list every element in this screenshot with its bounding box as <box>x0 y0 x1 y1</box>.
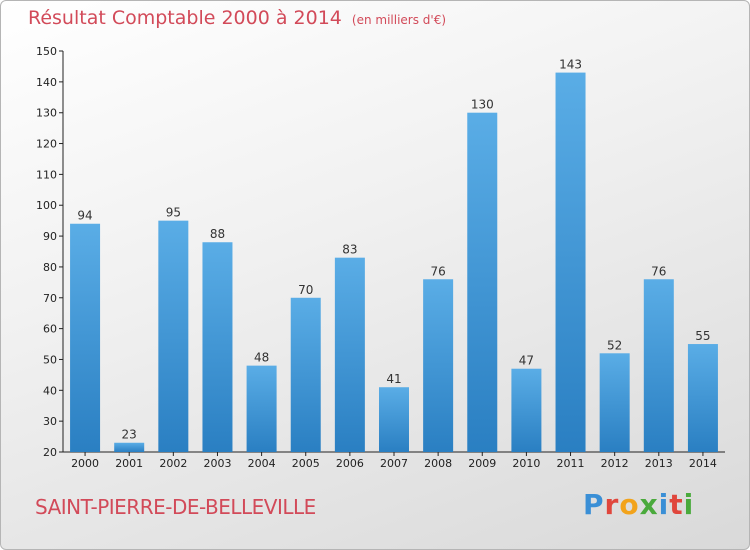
bar-2011 <box>555 72 586 452</box>
x-tick-label-2006: 2006 <box>336 457 364 470</box>
bar-2005 <box>290 297 321 452</box>
data-label-2003: 88 <box>210 227 225 241</box>
data-label-2009: 130 <box>471 98 494 112</box>
logo-letter: o <box>619 488 640 521</box>
y-tick-label: 30 <box>43 415 57 428</box>
data-label-2007: 41 <box>386 372 401 386</box>
x-tick-label-2009: 2009 <box>468 457 496 470</box>
bar-2006 <box>334 257 365 452</box>
logo-letter: P <box>583 488 605 521</box>
data-label-2005: 70 <box>298 283 313 297</box>
y-tick-label: 40 <box>43 384 57 397</box>
bar-2010 <box>511 368 542 452</box>
x-tick-label-2008: 2008 <box>424 457 452 470</box>
y-tick-label: 140 <box>36 76 57 89</box>
y-tick-label: 70 <box>43 292 57 305</box>
data-label-2013: 76 <box>651 264 666 278</box>
data-label-2006: 83 <box>342 243 357 257</box>
town-name: SAINT-PIERRE-DE-BELLEVILLE <box>35 495 316 519</box>
y-tick-label: 150 <box>36 45 57 58</box>
title-row: Résultat Comptable 2000 à 2014 (en millie… <box>28 7 446 29</box>
chart-subtitle: (en milliers d'€) <box>351 13 447 27</box>
x-tick-label-2013: 2013 <box>645 457 673 470</box>
x-tick-label-2012: 2012 <box>601 457 629 470</box>
x-tick-label-2000: 2000 <box>71 457 99 470</box>
y-tick-label: 50 <box>43 353 57 366</box>
x-tick-label-2002: 2002 <box>159 457 187 470</box>
data-label-2004: 48 <box>254 351 269 365</box>
logo-letter: i <box>658 488 670 521</box>
bar-2014 <box>687 344 718 452</box>
data-label-2001: 23 <box>122 428 137 442</box>
data-label-2012: 52 <box>607 338 622 352</box>
bar-2007 <box>379 387 409 452</box>
bar-2001 <box>114 442 145 452</box>
logo-letter: t <box>669 488 684 521</box>
bar-2012 <box>599 353 630 452</box>
y-tick-label: 20 <box>43 446 57 459</box>
x-tick-label-2014: 2014 <box>689 457 717 470</box>
logo-letter: x <box>639 488 659 521</box>
bar-2002 <box>158 220 189 452</box>
x-tick-label-2003: 2003 <box>203 457 231 470</box>
x-tick-label-2007: 2007 <box>380 457 408 470</box>
x-tick-label-2005: 2005 <box>292 457 320 470</box>
y-tick-label: 90 <box>43 230 57 243</box>
x-tick-label-2001: 2001 <box>115 457 143 470</box>
x-tick-label-2010: 2010 <box>512 457 540 470</box>
y-tick-label: 110 <box>36 168 57 181</box>
data-label-2008: 76 <box>430 264 445 278</box>
y-tick-label: 80 <box>43 261 57 274</box>
data-label-2000: 94 <box>77 209 92 223</box>
data-label-2014: 55 <box>695 329 710 343</box>
proxiti-logo[interactable]: Proxiti <box>583 488 694 521</box>
data-label-2011: 143 <box>559 58 582 72</box>
bar-2000 <box>70 223 101 452</box>
data-label-2002: 95 <box>166 206 181 220</box>
y-tick-label: 100 <box>36 199 57 212</box>
y-tick-label: 130 <box>36 107 57 120</box>
x-tick-label-2011: 2011 <box>557 457 585 470</box>
logo-letter: r <box>604 488 620 521</box>
y-tick-label: 120 <box>36 138 57 151</box>
bar-2003 <box>202 242 233 452</box>
bar-2009 <box>467 112 498 452</box>
data-label-2010: 47 <box>519 354 534 368</box>
bars: 94 23 95 88 48 70 83 41 76 130 47 143 52 76 55 <box>70 58 718 452</box>
y-tick-label: 60 <box>43 323 57 336</box>
bar-2008 <box>423 279 454 452</box>
bar-2004 <box>246 365 277 452</box>
logo-letter: i <box>683 488 695 521</box>
bar-2013 <box>643 279 674 452</box>
chart-title: Résultat Comptable 2000 à 2014 <box>28 7 342 29</box>
x-tick-label-2004: 2004 <box>248 457 276 470</box>
